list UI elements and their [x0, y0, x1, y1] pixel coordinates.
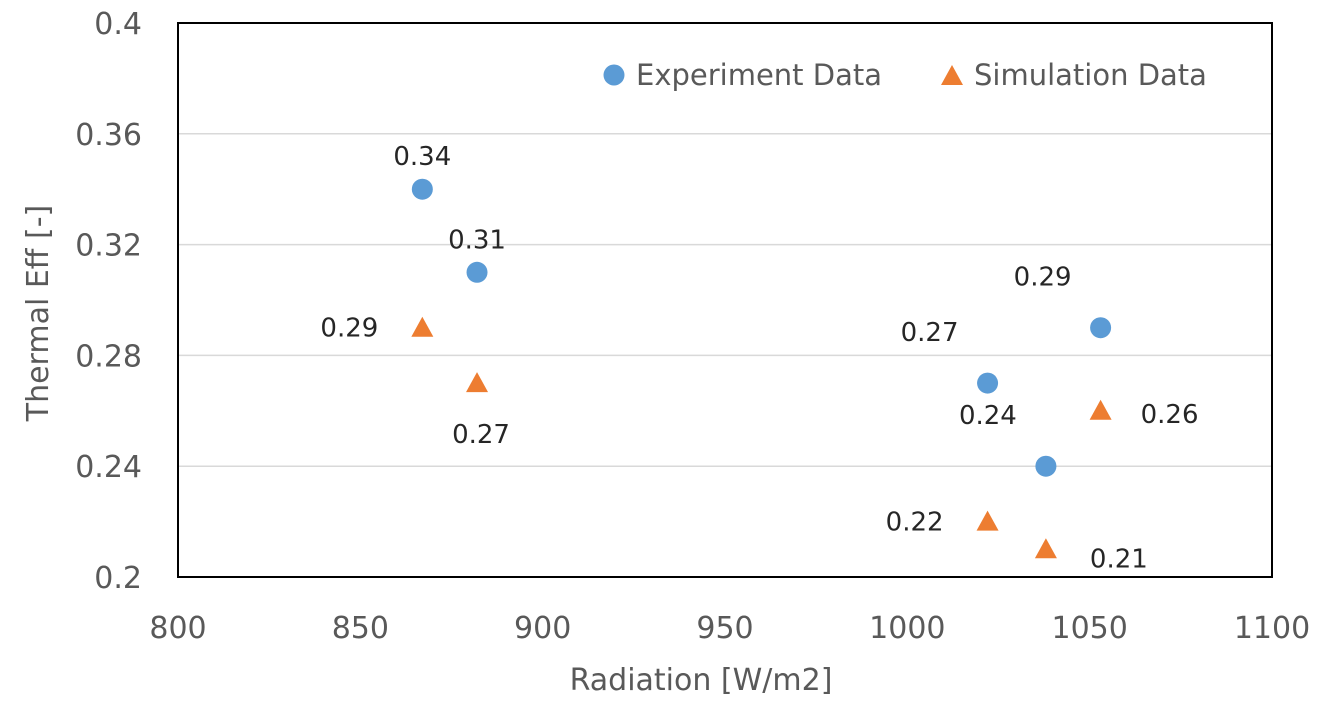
data-label: 0.31: [448, 225, 506, 255]
y-tick-label: 0.36: [75, 118, 142, 153]
y-tick-label: 0.2: [94, 561, 142, 596]
data-label: 0.27: [452, 420, 510, 450]
x-axis-tick-labels: 800 850 900 950 1000 1050 1100: [149, 611, 1310, 646]
data-label: 0.22: [886, 508, 944, 538]
simulation-point: [976, 510, 999, 531]
experiment-point: [466, 261, 488, 283]
simulation-point: [1089, 399, 1112, 420]
data-label: 0.27: [901, 318, 959, 348]
data-label: 0.21: [1090, 544, 1148, 574]
x-tick-label: 1000: [869, 611, 945, 646]
y-tick-label: 0.4: [94, 7, 142, 42]
simulation-point: [1034, 538, 1057, 559]
y-tick-label: 0.24: [75, 450, 142, 485]
x-tick-label: 850: [332, 611, 389, 646]
legend-marker-triangle: [941, 65, 963, 85]
x-tick-label: 900: [514, 611, 571, 646]
experiment-point: [1035, 455, 1057, 477]
y-axis-title: Thermal Eff [-]: [21, 205, 56, 422]
data-label: 0.24: [959, 401, 1017, 431]
legend-label: Experiment Data: [636, 58, 882, 92]
x-axis-title: Radiation [W/m2]: [570, 663, 833, 698]
y-axis-tick-labels: 0.2 0.24 0.28 0.32 0.36 0.4: [75, 7, 142, 596]
legend-label: Simulation Data: [974, 58, 1207, 92]
legend: Experiment Data Simulation Data: [603, 58, 1207, 92]
data-labels: 0.34 0.31 0.27 0.24 0.29 0.29 0.27 0.22 0.21 0.26: [320, 142, 1198, 574]
y-tick-label: 0.28: [75, 339, 142, 374]
x-tick-label: 1050: [1051, 611, 1127, 646]
simulation-point: [411, 316, 434, 337]
experiment-point: [1090, 317, 1112, 339]
data-label: 0.29: [320, 314, 378, 344]
x-tick-label: 1100: [1234, 611, 1310, 646]
data-label: 0.29: [1014, 263, 1072, 293]
simulation-point: [466, 372, 489, 393]
y-tick-label: 0.32: [75, 229, 142, 264]
data-marks: [411, 178, 1112, 559]
data-label: 0.26: [1141, 400, 1199, 430]
data-label: 0.34: [393, 142, 451, 172]
x-tick-label: 950: [696, 611, 753, 646]
x-tick-label: 800: [149, 611, 206, 646]
gridlines: [178, 133, 1272, 467]
experiment-point: [977, 372, 999, 394]
plot-area-frame: [177, 22, 1273, 578]
experiment-point: [411, 178, 433, 200]
legend-marker-circle: [603, 64, 625, 86]
